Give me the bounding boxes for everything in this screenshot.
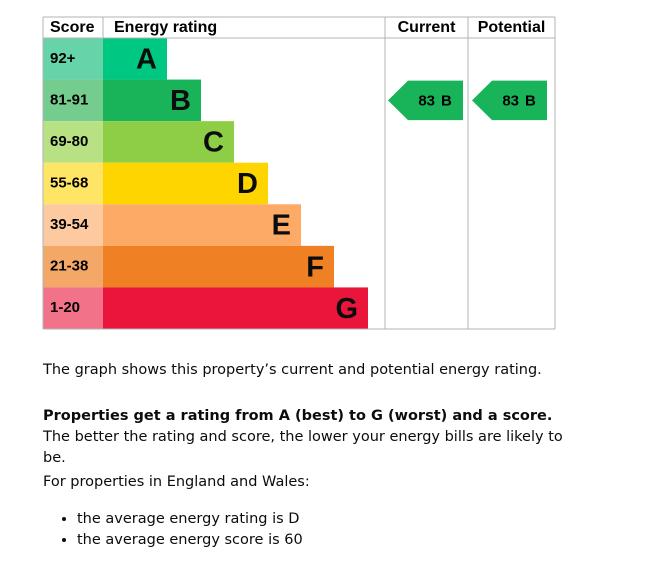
score-label: 69-80 [50,133,88,150]
score-cell [43,121,103,163]
rating-bar [103,38,167,80]
rating-letter: F [306,251,324,283]
rating-bar [103,79,201,122]
rating-arrow [388,80,463,121]
score-cell [43,162,103,205]
rating-arrow [472,80,547,121]
rating-info: Properties get a rating from A (best) to… [43,406,563,469]
header: Potential [478,19,546,36]
score-label: 81-91 [50,91,88,108]
score-label: 92+ [50,50,76,67]
arrow-score: 83 [502,92,519,109]
header: Score [50,19,95,36]
rating-bar [103,287,368,329]
region: For properties in England and Wales: [43,474,310,490]
intro: The graph shows this property’s current … [43,362,542,378]
score-label: 21-38 [50,258,88,275]
rating-bar [103,245,334,288]
rating-letter: G [335,293,358,325]
bullet-list: the average energy rating is D the avera… [43,509,303,551]
score-cell [43,287,103,329]
rating-bar [103,204,301,246]
rating-letter: C [203,127,224,159]
bullet: the average energy score is 60 [77,530,303,551]
rating-bar [103,162,268,205]
score-cell [43,204,103,246]
score-label: 55-68 [50,174,88,191]
score-cell [43,38,103,80]
rating-letter: E [272,210,291,242]
energy-chart: Score Energy rating Current Potential 92+ A 81… [42,16,556,330]
arrow-letter: B [441,92,452,109]
arrow-letter: B [525,92,536,109]
rating-bold: Properties get a rating from A (best) to… [43,408,553,424]
bullet: the average energy rating is D [77,509,303,530]
arrow-score: 83 [418,92,435,109]
rating-rest: The better the rating and score, the low… [43,429,563,466]
score-label: 39-54 [50,216,89,233]
rating-bar [103,121,234,163]
rating-letter: B [170,85,191,117]
rating-letter: A [136,43,157,75]
score-label: 1-20 [50,299,80,316]
header: Energy rating [114,19,217,36]
header: Current [398,19,456,36]
score-cell [43,79,103,122]
rating-letter: D [237,168,258,200]
score-cell [43,245,103,288]
